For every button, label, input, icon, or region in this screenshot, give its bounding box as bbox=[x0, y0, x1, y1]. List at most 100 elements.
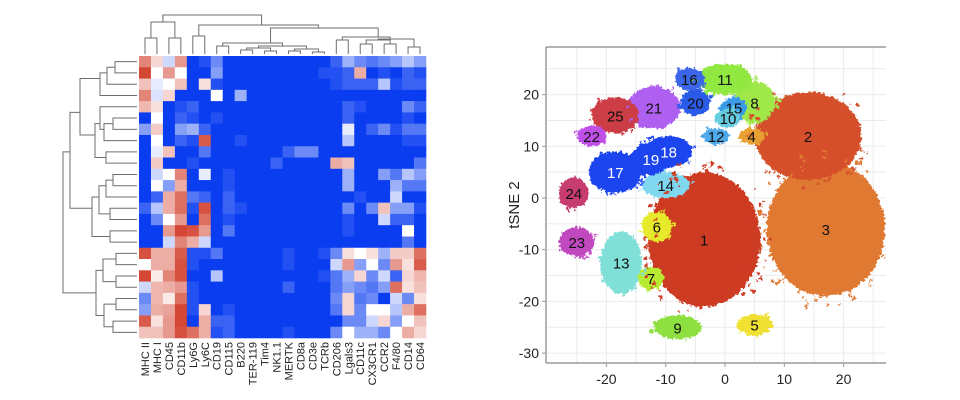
heatmap-cell bbox=[294, 123, 307, 136]
cluster-point bbox=[679, 299, 684, 304]
cluster-point bbox=[652, 161, 657, 165]
cluster-point bbox=[849, 103, 852, 106]
heatmap-cell bbox=[294, 259, 307, 271]
dendrogram-link bbox=[144, 37, 158, 54]
heatmap-cell bbox=[390, 213, 403, 226]
heatmap-cell bbox=[270, 101, 283, 113]
cluster-point bbox=[799, 166, 803, 169]
heatmap-cell bbox=[234, 236, 247, 249]
heatmap-cell bbox=[186, 146, 200, 158]
cluster-point bbox=[597, 99, 600, 103]
heatmap-cell bbox=[150, 134, 164, 147]
heatmap-cell bbox=[342, 56, 355, 68]
heatmap-cell bbox=[222, 168, 235, 181]
heatmap-cell bbox=[306, 259, 319, 271]
heatmap-cell bbox=[306, 180, 319, 192]
cluster-point bbox=[659, 316, 662, 319]
cluster-point bbox=[755, 279, 759, 282]
heatmap-cell bbox=[282, 146, 295, 158]
heatmap-cell bbox=[366, 89, 379, 102]
cluster-3-blob bbox=[766, 161, 886, 297]
cluster-point bbox=[769, 161, 772, 165]
dendrogram-link bbox=[168, 37, 182, 54]
cluster-point bbox=[662, 143, 665, 146]
heatmap-cell bbox=[139, 123, 152, 136]
heatmap-cell bbox=[210, 56, 224, 68]
heatmap-cell bbox=[330, 168, 343, 181]
heatmap-cell bbox=[150, 202, 164, 215]
heatmap-cell bbox=[414, 202, 427, 215]
x-tick-label: 20 bbox=[836, 371, 852, 387]
cluster-label: 2 bbox=[804, 129, 812, 146]
cluster-point bbox=[660, 298, 662, 300]
cluster-point bbox=[711, 93, 715, 96]
heatmap-cell bbox=[294, 101, 307, 113]
heatmap-cell bbox=[354, 134, 367, 147]
heatmap-cell bbox=[258, 281, 271, 294]
cluster-point bbox=[598, 255, 602, 259]
cluster-point bbox=[690, 147, 693, 150]
heatmap-cell bbox=[402, 236, 415, 249]
cluster-point bbox=[633, 287, 637, 291]
cluster-point bbox=[652, 173, 656, 177]
heatmap-cell bbox=[222, 56, 235, 68]
heatmap-cell bbox=[150, 112, 164, 124]
heatmap-cell bbox=[402, 67, 415, 79]
y-tick-label: -10 bbox=[519, 242, 539, 258]
heatmap-cell bbox=[234, 123, 247, 136]
heatmap-cell bbox=[222, 202, 235, 215]
heatmap-cell bbox=[186, 202, 200, 215]
heatmap-cell bbox=[270, 123, 283, 136]
heatmap-cell bbox=[270, 270, 283, 282]
cluster-point bbox=[660, 126, 665, 130]
heatmap-cell bbox=[246, 78, 259, 91]
heatmap-cell bbox=[150, 259, 164, 271]
heatmap-cell bbox=[354, 56, 367, 68]
heatmap-cell bbox=[174, 157, 188, 170]
heatmap-cell bbox=[390, 168, 403, 181]
heatmap-cell bbox=[282, 180, 295, 192]
heatmap-cell bbox=[402, 101, 415, 113]
heatmap-cell bbox=[198, 270, 212, 282]
heatmap-cell bbox=[186, 56, 200, 68]
cluster-point bbox=[805, 299, 808, 303]
heatmap-cell bbox=[342, 236, 355, 249]
cluster-point bbox=[697, 322, 701, 326]
heatmap-cells bbox=[139, 56, 427, 339]
cluster-point bbox=[759, 244, 762, 247]
heatmap-cell bbox=[139, 281, 152, 294]
heatmap-cell bbox=[306, 225, 319, 237]
cluster-point bbox=[738, 116, 743, 121]
heatmap-cell bbox=[186, 292, 200, 305]
heatmap-cell bbox=[378, 270, 391, 282]
cluster-point bbox=[599, 150, 603, 155]
heatmap-cell bbox=[198, 146, 212, 158]
cluster-point bbox=[737, 64, 740, 68]
heatmap-cell bbox=[234, 304, 247, 316]
cluster-point bbox=[687, 309, 689, 312]
heatmap-cell bbox=[270, 247, 283, 260]
cluster-point bbox=[797, 289, 802, 293]
heatmap-cell bbox=[186, 213, 200, 226]
heatmap-cell bbox=[354, 202, 367, 215]
cluster-point bbox=[744, 103, 747, 106]
cluster-point bbox=[634, 117, 638, 121]
heatmap-cell bbox=[342, 78, 355, 91]
cluster-point bbox=[842, 286, 845, 288]
cluster-point bbox=[853, 136, 857, 139]
heatmap-cell bbox=[258, 326, 271, 339]
cluster-11-blob bbox=[698, 63, 752, 95]
dendrogram-link bbox=[115, 252, 137, 266]
cluster-point bbox=[721, 167, 724, 170]
heatmap-cell bbox=[234, 67, 247, 79]
heatmap-cell bbox=[174, 236, 188, 249]
cluster-point bbox=[652, 321, 656, 325]
heatmap-cell bbox=[246, 101, 259, 113]
cluster-point bbox=[636, 186, 639, 189]
cluster-point bbox=[767, 170, 771, 174]
heatmap-cell bbox=[210, 191, 224, 203]
cluster-point bbox=[745, 82, 748, 86]
dendrogram-link bbox=[115, 275, 137, 288]
heatmap-cell bbox=[294, 67, 307, 79]
cluster-point bbox=[822, 156, 826, 159]
